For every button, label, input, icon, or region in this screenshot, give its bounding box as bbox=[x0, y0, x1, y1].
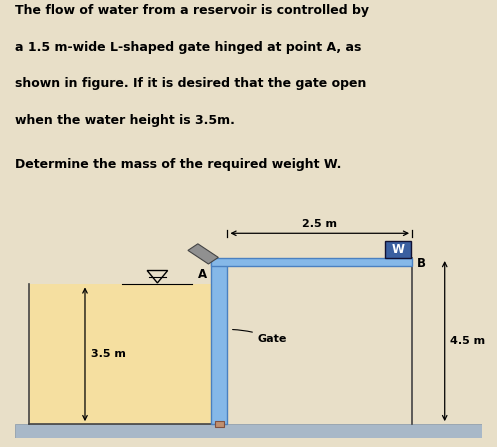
Text: W: W bbox=[392, 243, 405, 256]
Bar bbox=[211, 260, 228, 424]
Text: 3.5 m: 3.5 m bbox=[90, 349, 125, 359]
Text: when the water height is 3.5m.: when the water height is 3.5m. bbox=[15, 114, 235, 127]
Text: A: A bbox=[198, 268, 207, 281]
Bar bbox=[215, 422, 224, 427]
Text: a 1.5 m-wide L-shaped gate hinged at point A, as: a 1.5 m-wide L-shaped gate hinged at poi… bbox=[15, 41, 361, 54]
Text: shown in figure. If it is desired that the gate open: shown in figure. If it is desired that t… bbox=[15, 77, 366, 90]
Text: 2.5 m: 2.5 m bbox=[302, 219, 337, 228]
Text: Gate: Gate bbox=[233, 329, 287, 344]
Bar bbox=[29, 284, 211, 424]
Bar bbox=[188, 244, 218, 264]
Text: B: B bbox=[416, 257, 426, 270]
Text: The flow of water from a reservoir is controlled by: The flow of water from a reservoir is co… bbox=[15, 4, 369, 17]
Text: Determine the mass of the required weight W.: Determine the mass of the required weigh… bbox=[15, 158, 341, 171]
Bar bbox=[385, 241, 411, 258]
Bar bbox=[211, 258, 412, 266]
Bar bbox=[15, 424, 482, 438]
Text: 4.5 m: 4.5 m bbox=[450, 336, 486, 346]
